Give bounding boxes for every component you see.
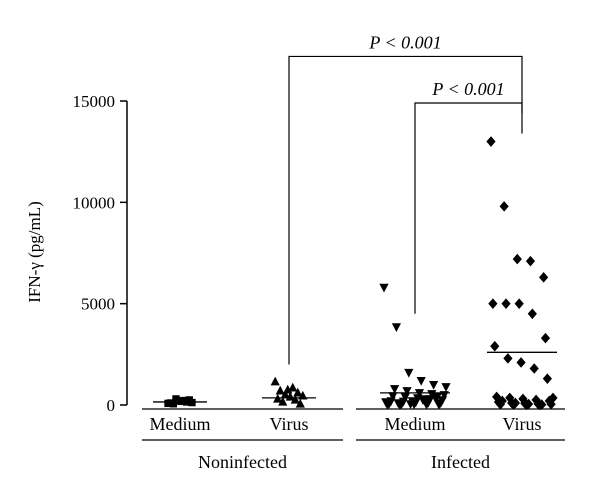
data-point-triangle-down (429, 381, 439, 390)
data-point-diamond (529, 363, 539, 374)
data-point-triangle-down (430, 394, 440, 403)
data-point-triangle-up (280, 389, 290, 399)
data-point-triangle-down (402, 387, 412, 396)
data-point-diamond (501, 298, 511, 309)
x-axis: Medium Virus Medium Virus Noninfected Infecte… (142, 408, 565, 472)
data-point-triangle-down (434, 400, 444, 410)
data-point-triangle-down (441, 383, 451, 392)
data-point-triangle-down (390, 385, 400, 394)
y-tick-label: 10000 (73, 193, 116, 212)
x-tick-label: Medium (385, 414, 446, 434)
data-point-diamond (525, 255, 536, 267)
y-tick-label: 5000 (81, 295, 115, 314)
data-point-diamond (548, 392, 558, 404)
significance-brackets: P < 0.001 P < 0.001 (288, 32, 523, 365)
data-point-triangle-down (379, 283, 389, 293)
data-point-triangle-down (416, 377, 426, 386)
y-axis-label: IFN-γ (pg/mL) (25, 201, 44, 302)
data-point-triangle-down (400, 393, 410, 402)
data-point-square (172, 395, 180, 403)
data-point-triangle-up (270, 376, 280, 386)
median-lines (153, 351, 557, 403)
data-point-diamond (490, 340, 500, 352)
data-point-triangle-up (278, 396, 288, 406)
data-point-square (169, 400, 178, 408)
data-point-triangle-down (405, 400, 416, 410)
data-point-triangle-down (388, 392, 398, 401)
data-point-triangle-up (288, 382, 298, 392)
data-point-diamond (497, 395, 507, 407)
data-point-diamond (492, 391, 502, 403)
p-value-label: P < 0.001 (368, 32, 441, 52)
data-point-diamond (531, 394, 541, 406)
data-point-diamond (542, 373, 552, 384)
data-point-diamond (514, 298, 524, 309)
data-point-diamond (512, 253, 522, 265)
data-point-triangle-down (404, 368, 414, 378)
significance-bracket (414, 102, 523, 314)
data-point-diamond (499, 201, 509, 212)
group-label: Noninfected (198, 452, 287, 472)
data-point-diamond (510, 397, 521, 409)
data-point-diamond (516, 357, 526, 368)
x-tick-label: Medium (150, 414, 211, 434)
data-point-triangle-down (391, 323, 401, 333)
data-point-triangle-up (283, 384, 293, 394)
data-point-triangle-down (393, 399, 403, 409)
data-point-diamond (546, 398, 556, 410)
y-axis: 0 5000 10000 15000 (73, 92, 128, 415)
data-point-triangle-down (381, 398, 391, 408)
significance-bracket (288, 55, 523, 365)
y-tick-label: 15000 (73, 92, 116, 111)
data-point-triangle-up (290, 394, 300, 404)
data-point-diamond (527, 308, 537, 320)
x-tick-label: Virus (503, 414, 542, 434)
data-point-triangle-down (414, 389, 425, 398)
y-tick-label: 0 (107, 396, 116, 415)
group-label: Infected (431, 452, 490, 472)
data-point-diamond (540, 332, 551, 344)
data-point-triangle-down (418, 396, 428, 405)
data-point-triangle-up (293, 387, 303, 397)
x-tick-label: Virus (270, 414, 309, 434)
data-point-triangle-up (275, 385, 285, 395)
data-point-triangle-up (295, 398, 305, 408)
data-point-diamond (488, 298, 498, 309)
data-point-diamond (523, 398, 534, 410)
data-point-diamond (505, 392, 515, 404)
data-point-diamond (539, 272, 549, 283)
data-point-square (180, 396, 188, 405)
p-value-label: P < 0.001 (431, 79, 504, 99)
data-points (164, 136, 558, 411)
data-point-diamond (486, 136, 496, 147)
data-point-diamond (537, 399, 547, 410)
data-point-diamond (503, 353, 513, 364)
